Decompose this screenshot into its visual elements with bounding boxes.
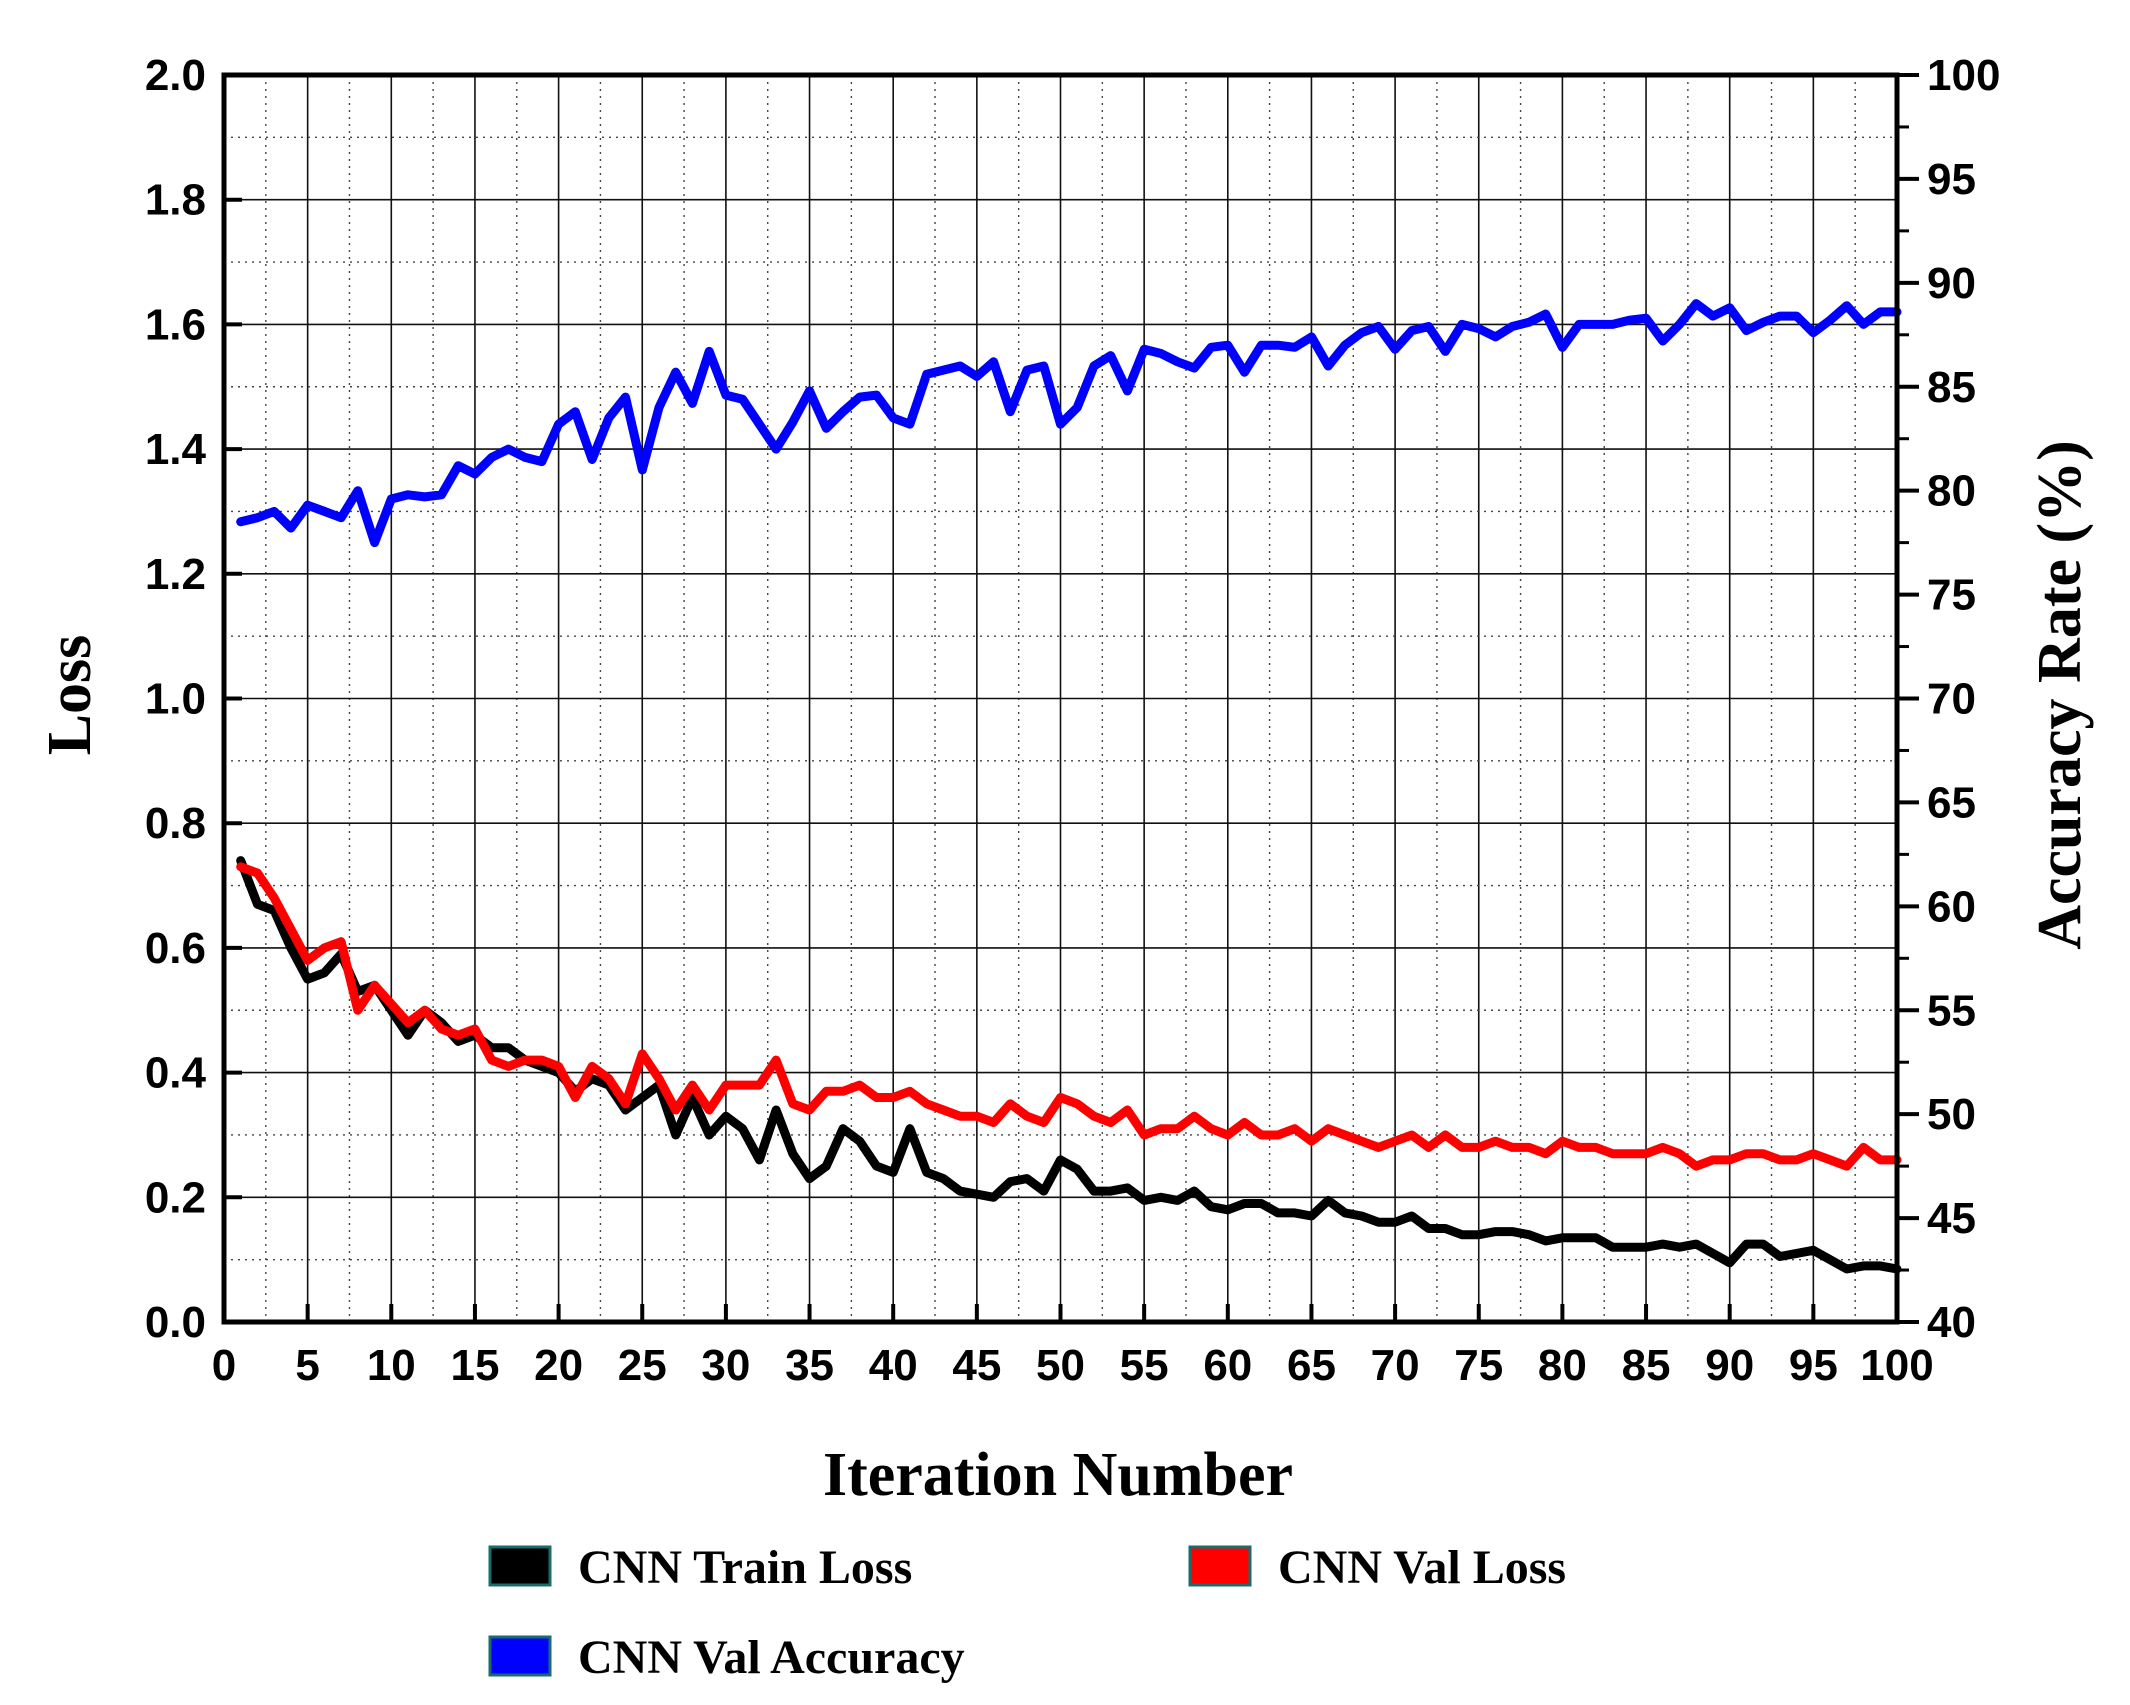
- x-tick-label: 10: [367, 1341, 416, 1390]
- y-left-tick-label: 1.4: [145, 425, 207, 474]
- y-left-tick-label: 1.6: [145, 300, 206, 349]
- x-tick-label: 5: [295, 1341, 319, 1390]
- y-right-tick-label: 45: [1927, 1194, 1976, 1243]
- legend: CNN Train Loss CNN Val Loss CNN Val Accu…: [488, 1541, 1566, 1684]
- series-line-val-loss: [236, 862, 1902, 1171]
- y-left-tick-label: 0.2: [145, 1173, 206, 1222]
- y-right-tick-label: 80: [1927, 467, 1976, 516]
- y-right-tick-label: 40: [1927, 1298, 1976, 1347]
- y-left-tick-label: 1.2: [145, 550, 206, 599]
- x-tick-label: 50: [1036, 1341, 1085, 1390]
- y-left-tick-label: 1.0: [145, 675, 206, 724]
- x-axis-title: Iteration Number: [823, 1441, 1293, 1509]
- x-tick-label: 15: [450, 1341, 499, 1390]
- x-tick-label: 45: [952, 1341, 1001, 1390]
- x-tick-label: 95: [1789, 1341, 1838, 1390]
- x-tick-label: 0: [212, 1341, 236, 1390]
- y-left-tick-label: 0.8: [145, 799, 206, 848]
- y-right-tick-label: 70: [1927, 675, 1976, 724]
- y-left-tick-label: 0.4: [145, 1049, 207, 1098]
- x-tick-label: 35: [785, 1341, 834, 1390]
- x-tick-label: 25: [618, 1341, 667, 1390]
- y-right-tick-label: 60: [1927, 882, 1976, 931]
- x-tick-label: 90: [1705, 1341, 1754, 1390]
- y-right-tick-label: 100: [1927, 51, 2000, 100]
- x-tick-label: 40: [869, 1341, 918, 1390]
- x-tick-label: 65: [1287, 1341, 1336, 1390]
- legend-swatch-val-loss: [1188, 1545, 1252, 1587]
- series-line-train-loss: [236, 856, 1902, 1274]
- y-right-tick-label: 95: [1927, 155, 1976, 204]
- y-right-tick-label: 75: [1927, 571, 1976, 620]
- series-lines: [236, 299, 1902, 1274]
- x-tick-label: 55: [1120, 1341, 1169, 1390]
- y-left-tick-label: 1.8: [145, 176, 206, 225]
- y-left-tick-label: 2.0: [145, 51, 206, 100]
- legend-swatch-train-loss: [488, 1545, 552, 1587]
- legend-label-val-accuracy: CNN Val Accuracy: [578, 1631, 965, 1684]
- y-right-tick-label: 50: [1927, 1090, 1976, 1139]
- axis-ticks: [222, 73, 1919, 1324]
- x-tick-label: 20: [534, 1341, 583, 1390]
- y-right-axis-title: Accuracy Rate (%): [2026, 440, 2094, 950]
- y-left-tick-label: 0.6: [145, 924, 206, 973]
- x-tick-label: 100: [1860, 1341, 1933, 1390]
- x-tick-label: 80: [1538, 1341, 1587, 1390]
- tick-labels: 0 5 10 15 20 25 30 35 40 45 50 55 60 65 70 75 80 85 90 95 10…: [145, 51, 2001, 1390]
- y-left-tick-label: 0.0: [145, 1298, 206, 1347]
- x-tick-label: 70: [1371, 1341, 1420, 1390]
- legend-label-val-loss: CNN Val Loss: [1278, 1541, 1566, 1594]
- x-tick-label: 85: [1622, 1341, 1671, 1390]
- y-right-tick-label: 55: [1927, 986, 1976, 1035]
- series-line-val-accuracy: [236, 299, 1902, 548]
- y-right-tick-label: 65: [1927, 778, 1976, 827]
- x-tick-label: 75: [1454, 1341, 1503, 1390]
- x-tick-label: 60: [1203, 1341, 1252, 1390]
- x-tick-label: 30: [701, 1341, 750, 1390]
- legend-label-train-loss: CNN Train Loss: [578, 1541, 912, 1594]
- legend-swatch-val-accuracy: [488, 1635, 552, 1677]
- y-right-tick-label: 90: [1927, 259, 1976, 308]
- grid: [223, 74, 1898, 1323]
- y-right-tick-label: 85: [1927, 363, 1976, 412]
- y-left-axis-title: Loss: [36, 635, 104, 756]
